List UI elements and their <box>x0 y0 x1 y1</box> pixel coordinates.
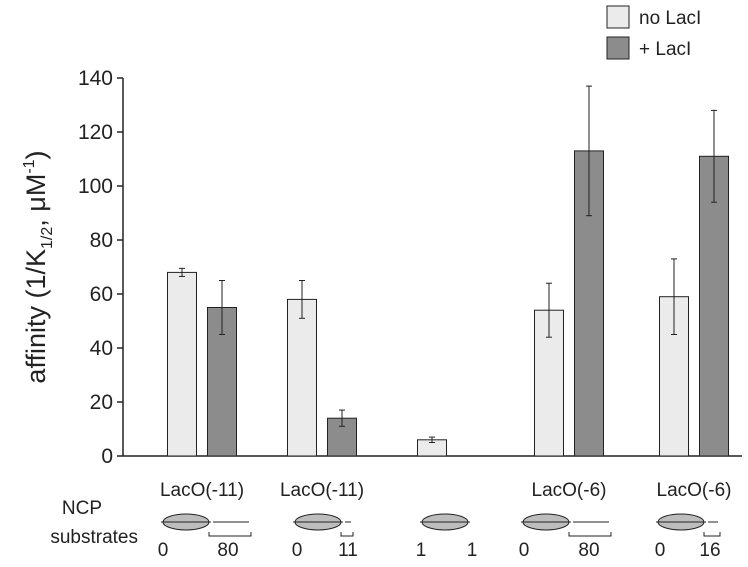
category-label: LacO(-6) <box>657 480 732 501</box>
substrates-label-line2: substrates <box>50 527 138 548</box>
substrate-number: 1 <box>467 540 478 561</box>
substrate-number: 11 <box>338 540 358 561</box>
bar <box>699 155 729 457</box>
ncp-substrate: 0 16 <box>655 513 721 561</box>
linker-bracket <box>340 532 354 537</box>
linker-bracket <box>208 532 252 537</box>
category-labels: LacO(-11) LacO(-11) LacO(-6) LacO(-6) <box>160 480 732 501</box>
y-tick-label: 40 <box>90 337 113 360</box>
substrate-number: 0 <box>158 540 169 561</box>
legend-swatch <box>606 5 630 29</box>
y-tick-label: 0 <box>101 445 113 468</box>
y-tick-label: 20 <box>90 391 113 414</box>
substrate-number: 80 <box>578 540 599 561</box>
y-tick-label: 80 <box>90 229 113 252</box>
bar <box>167 271 197 457</box>
category-label: LacO(-11) <box>160 480 244 501</box>
y-tick-label: 100 <box>78 175 113 198</box>
y-axis: 0 20 40 60 80 100 120 140 <box>78 67 124 468</box>
legend-label: no LacI <box>639 8 701 29</box>
legend: no LacI + LacI <box>606 5 701 60</box>
bars <box>167 85 729 457</box>
category-label: LacO(-6) <box>532 480 607 501</box>
y-tick-label: 140 <box>78 67 113 90</box>
substrate-number: 1 <box>416 540 427 561</box>
substrate-number: 0 <box>292 540 303 561</box>
substrate-number: 16 <box>699 540 720 561</box>
substrate-number: 80 <box>217 540 238 561</box>
linker-bracket <box>568 532 612 537</box>
y-axis-label: affinity (1/K1/2, μM-1) <box>21 150 56 383</box>
legend-swatch <box>606 36 630 60</box>
ncp-substrate: 0 80 <box>519 513 612 561</box>
category-label: LacO(-11) <box>280 480 364 501</box>
substrates-label-line1: NCP <box>62 498 102 519</box>
bar <box>287 298 317 457</box>
substrate-number: 0 <box>655 540 666 561</box>
linker-bracket <box>703 532 721 537</box>
ncp-substrate: 0 11 <box>292 513 358 561</box>
substrate-number: 0 <box>519 540 530 561</box>
y-tick-label: 120 <box>78 121 113 144</box>
legend-label: + LacI <box>639 39 691 60</box>
ncp-substrate: 0 80 <box>158 513 252 561</box>
y-tick-label: 60 <box>90 283 113 306</box>
